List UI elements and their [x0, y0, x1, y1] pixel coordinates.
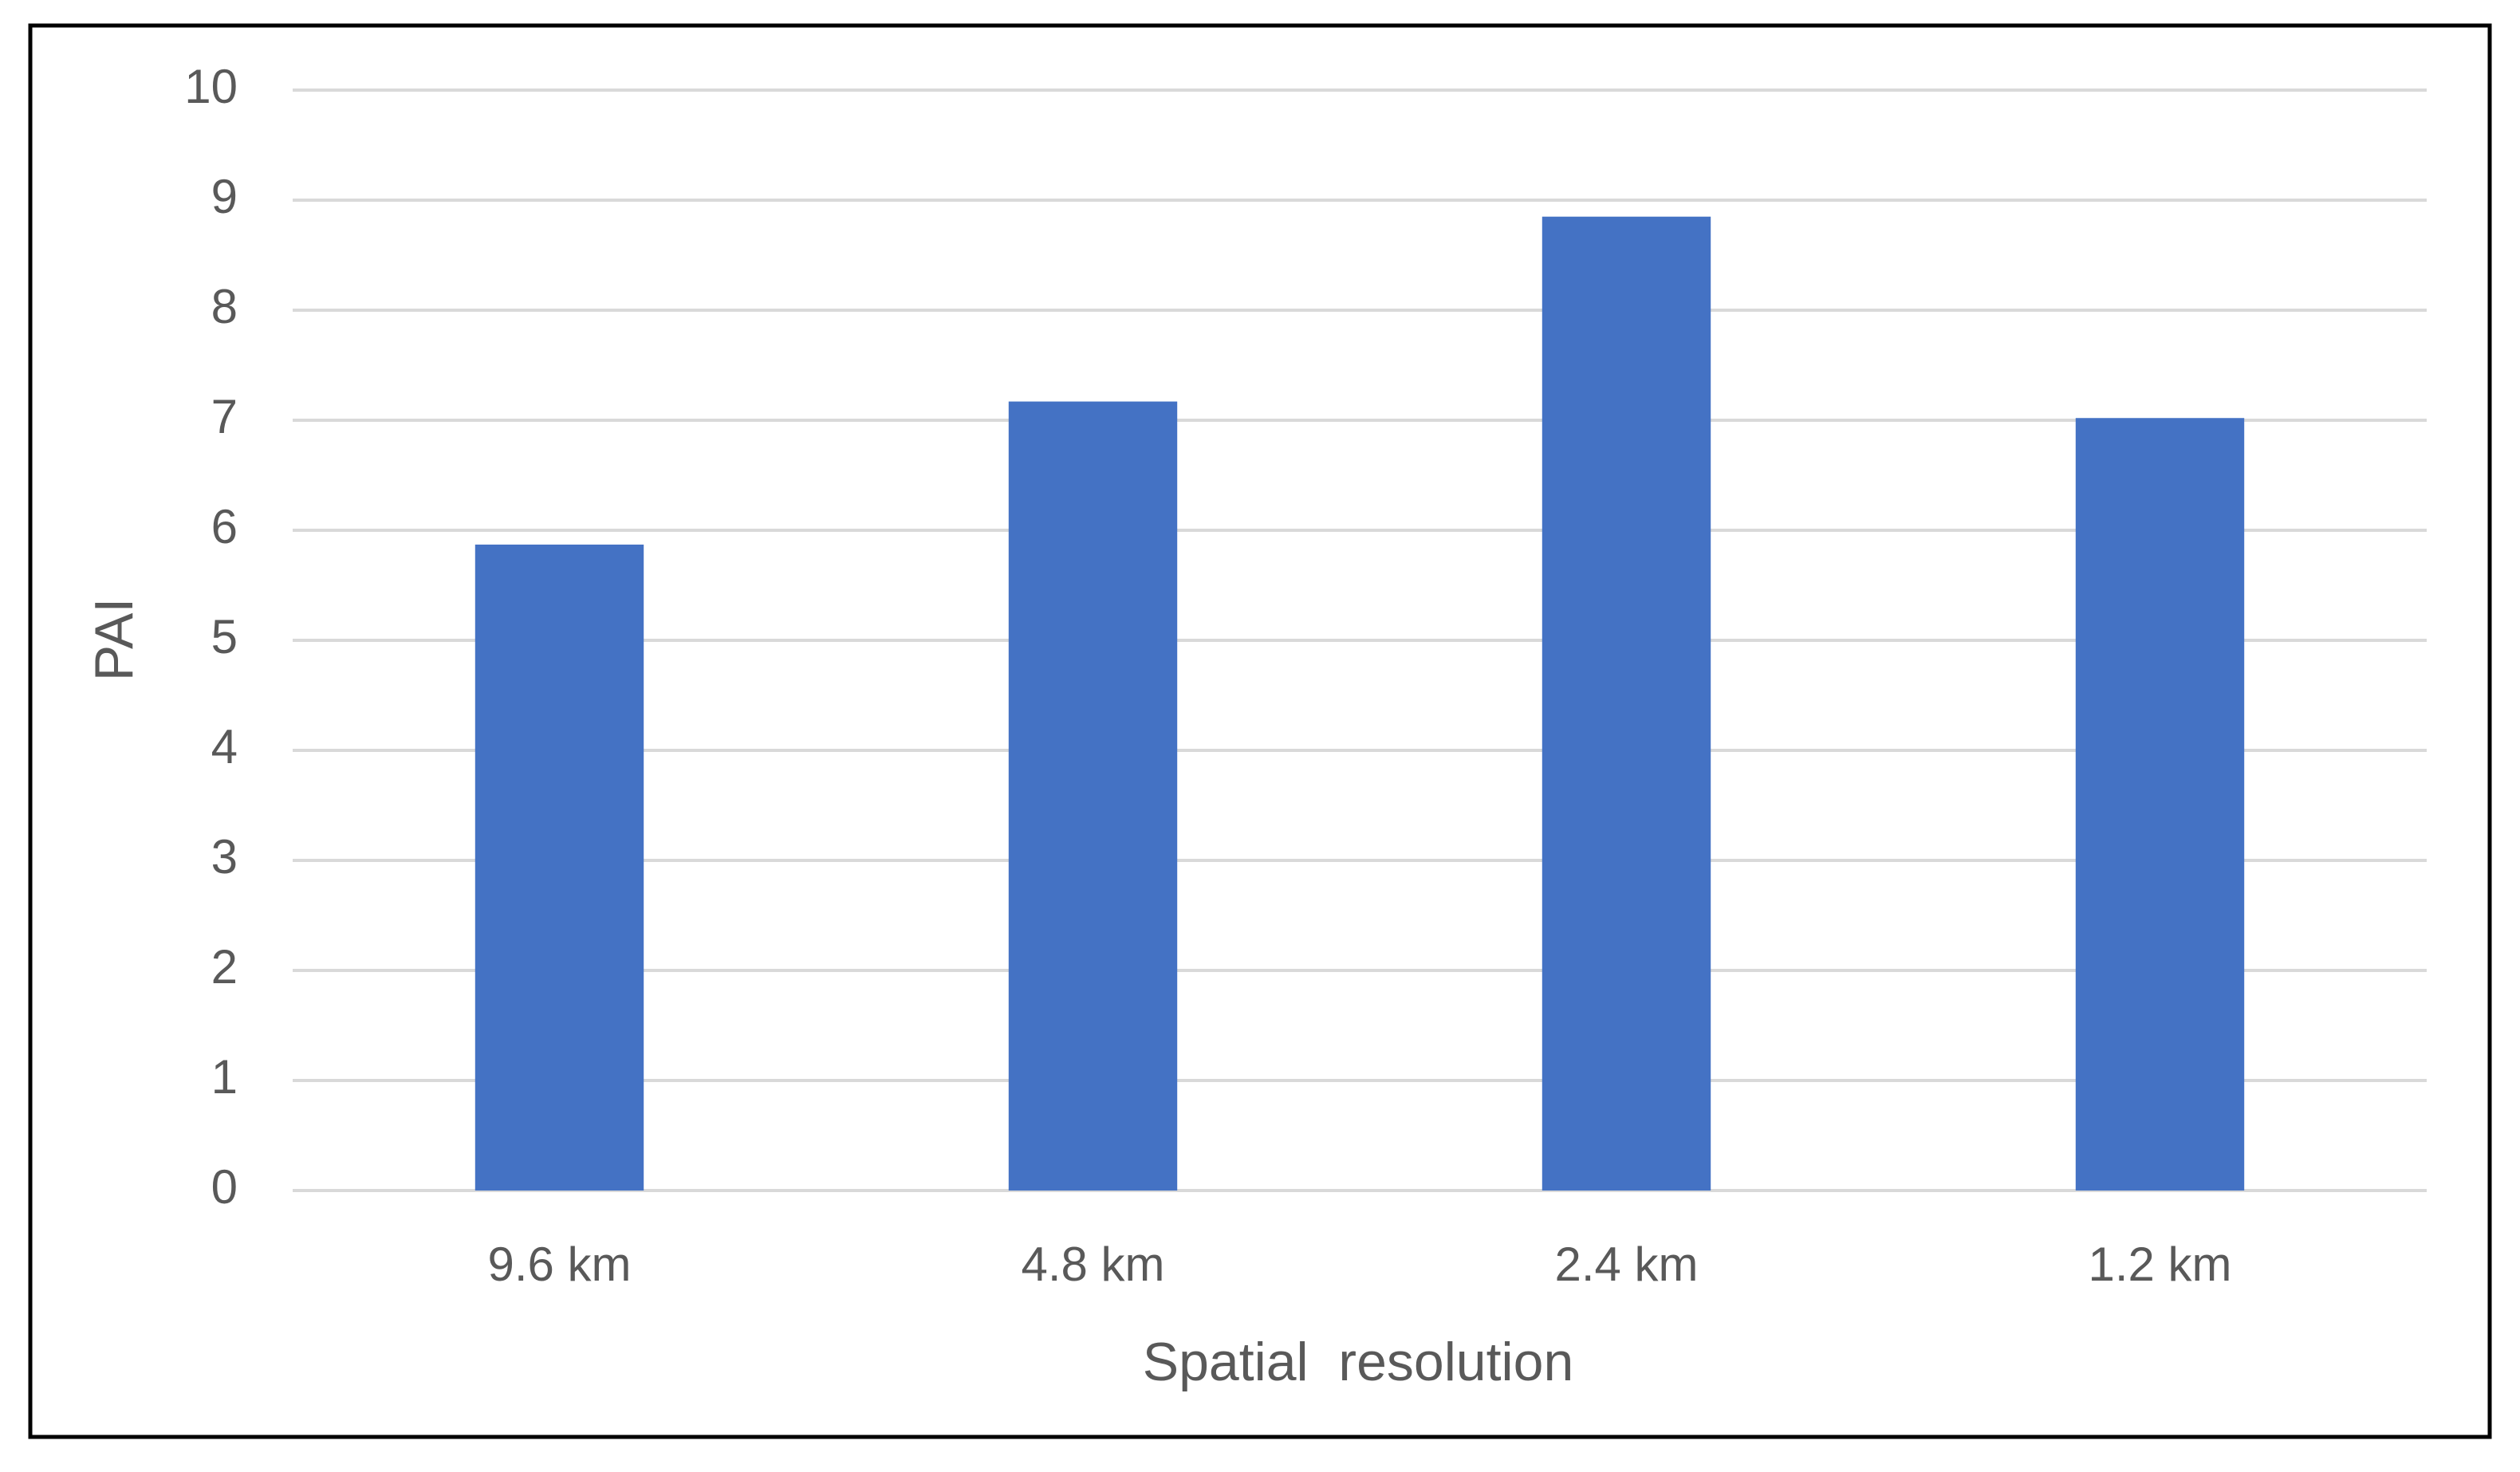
y-tick-label: 2: [211, 940, 238, 994]
y-axis-title: PAI: [84, 598, 144, 682]
y-tick-label: 0: [211, 1160, 238, 1214]
y-tick-label: 9: [211, 170, 238, 223]
y-tick-label: 3: [211, 830, 238, 884]
y-tick-label: 1: [211, 1050, 238, 1104]
y-tick-label: 4: [211, 720, 238, 773]
bar: [1008, 401, 1178, 1191]
y-tick-label: 7: [211, 390, 238, 443]
x-tick-label: 2.4 km: [1554, 1238, 1698, 1291]
bar: [474, 544, 644, 1191]
x-axis-title: Spatial resolution: [1143, 1332, 1574, 1392]
x-tick-label: 9.6 km: [487, 1238, 631, 1291]
y-tick-label: 10: [184, 60, 238, 113]
bar: [1542, 216, 1711, 1191]
y-tick-label: 6: [211, 500, 238, 553]
x-tick-label: 4.8 km: [1021, 1238, 1164, 1291]
x-tick-label: 1.2 km: [2088, 1238, 2231, 1291]
y-tick-label: 5: [211, 610, 238, 663]
bar: [2075, 418, 2245, 1191]
y-tick-label: 8: [211, 280, 238, 333]
